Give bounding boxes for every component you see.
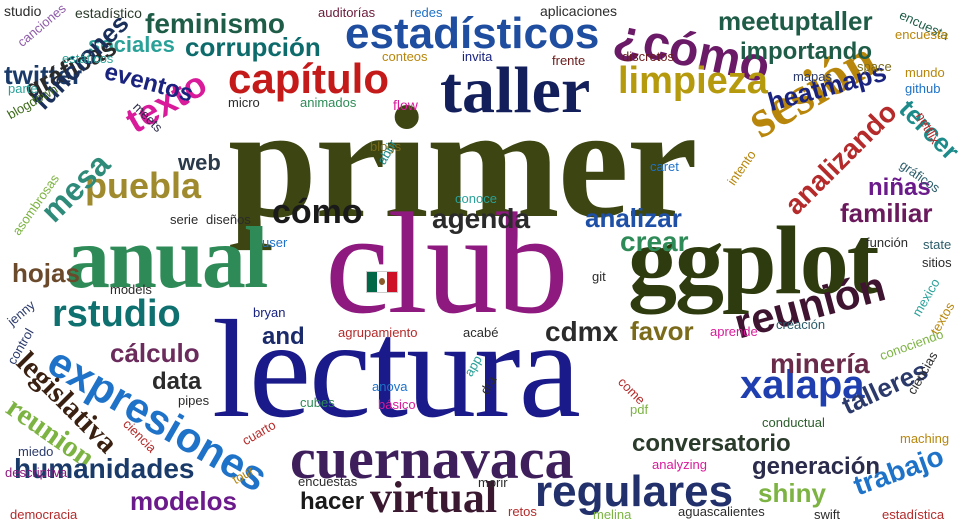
word-conversatorio: conversatorio: [632, 430, 791, 457]
word-agenda: agenda: [432, 203, 531, 234]
word-cdmx: cdmx: [545, 316, 619, 347]
word-función: función: [866, 235, 908, 250]
word-rstudio: rstudio: [52, 293, 181, 335]
word-and: and: [262, 323, 305, 350]
word-limpieza: limpieza: [618, 60, 768, 102]
word-auditorías: auditorías: [318, 5, 376, 20]
word-niñas: niñas: [868, 174, 931, 201]
word-básico: básico: [378, 397, 416, 412]
word-analizar: analizar: [585, 203, 682, 233]
mexico-flag-icon: [366, 271, 398, 293]
word-estadísticos: estadísticos: [345, 9, 600, 58]
word-twitter: twitter: [4, 60, 82, 90]
word-data: data: [152, 368, 202, 395]
word-crear: crear: [620, 226, 689, 257]
word-flow: flow: [393, 97, 418, 113]
word-cómo: cómo: [272, 193, 363, 231]
word-invita: invita: [462, 49, 493, 64]
word-descriptiva: descriptiva: [5, 465, 68, 480]
word-redes: redes: [410, 5, 443, 20]
word-estadístico: estadístico: [75, 5, 142, 21]
word-importando: importando: [740, 38, 872, 65]
word-conteos: conteos: [382, 49, 428, 64]
word-state: state: [923, 237, 952, 252]
word-git: git: [592, 269, 606, 284]
word-agrupamiento: agrupamiento: [338, 325, 418, 340]
word-sociales: sociales: [88, 32, 175, 57]
word-club: club: [325, 184, 569, 344]
word-mundo: mundo: [905, 65, 945, 80]
word-retos: retos: [508, 504, 537, 519]
word-humanidades: humanidades: [14, 453, 195, 484]
word-cubes: cubes: [300, 395, 335, 410]
word-caret: caret: [650, 159, 679, 174]
word-ggplot: ggplot: [628, 207, 879, 315]
word-capítulo: capítulo: [228, 55, 390, 102]
word-favor: favor: [630, 316, 694, 346]
word-generación: generación: [752, 453, 881, 480]
word-estadística: estadística: [882, 507, 945, 522]
word-encuestas: encuestas: [298, 474, 358, 489]
word-maching: maching: [900, 431, 950, 446]
word-democracia: democracia: [10, 507, 78, 522]
word-conoce: conoce: [455, 191, 497, 206]
word-xalapa: xalapa: [740, 363, 865, 407]
word-meetuptaller: meetuptaller: [718, 6, 873, 36]
word-regulares: regulares: [535, 467, 734, 516]
word-user: user: [262, 235, 288, 250]
word-parte: parte: [8, 81, 38, 96]
word-feminismo: feminismo: [145, 8, 286, 39]
word-miedo: miedo: [18, 444, 54, 459]
word-encuesta: encuesta: [895, 27, 948, 42]
word-cálculo: cálculo: [110, 338, 200, 368]
word-pipes: pipes: [178, 393, 210, 408]
word-analyzing: analyzing: [652, 457, 707, 472]
word-shiny: shiny: [758, 478, 826, 508]
word-sitios: sitios: [922, 255, 952, 270]
word-cuernavaca: cuernavaca: [290, 426, 574, 491]
word-space: space: [857, 59, 892, 74]
word-serie: serie: [170, 212, 199, 227]
word-estáticos: estáticos: [62, 51, 114, 66]
word-hacer: hacer: [300, 488, 365, 515]
word-anova: anova: [372, 379, 408, 394]
word-github: github: [905, 81, 941, 96]
word-taller: taller: [440, 54, 591, 127]
word-models: models: [110, 282, 152, 297]
word-studio: studio: [4, 3, 42, 19]
word-diseños: diseños: [206, 212, 251, 227]
word-virtual: virtual: [370, 473, 498, 522]
word-hojas: hojas: [12, 258, 80, 288]
word-conductual: conductual: [762, 415, 825, 430]
word-trabajo: trabajo: [849, 440, 948, 502]
word-morir: morir: [478, 475, 508, 490]
word-swift: swift: [814, 507, 840, 522]
word-bryan: bryan: [253, 305, 286, 320]
word-familiar: familiar: [840, 198, 933, 228]
word-animados: animados: [300, 95, 357, 110]
word-aguascalientes: aguascalientes: [678, 504, 765, 519]
word-primer: primer: [228, 73, 698, 251]
word-mapas: mapas: [793, 69, 833, 84]
word-melina: melina: [593, 507, 632, 522]
word-aprende: aprende: [710, 324, 758, 339]
word-minería: minería: [770, 348, 870, 379]
word-anual: anual: [66, 210, 268, 307]
word-discretos: discretos: [622, 49, 675, 64]
word-lectura: lectura: [212, 292, 581, 447]
word-blogs: blogs: [370, 139, 402, 154]
word-intento: intento: [724, 147, 759, 189]
word-modelos: modelos: [130, 486, 237, 516]
word-acabé: acabé: [463, 325, 499, 340]
word-puebla: puebla: [85, 165, 202, 206]
word-corrupción: corrupción: [185, 32, 321, 62]
word-creación: creación: [776, 317, 826, 332]
word-pdf: pdf: [630, 402, 649, 417]
word-aplicaciones: aplicaciones: [540, 3, 618, 19]
word-frente: frente: [552, 53, 586, 68]
word-web: web: [178, 150, 221, 175]
word-micro: micro: [228, 95, 260, 110]
word-jenny: jenny: [4, 297, 38, 329]
